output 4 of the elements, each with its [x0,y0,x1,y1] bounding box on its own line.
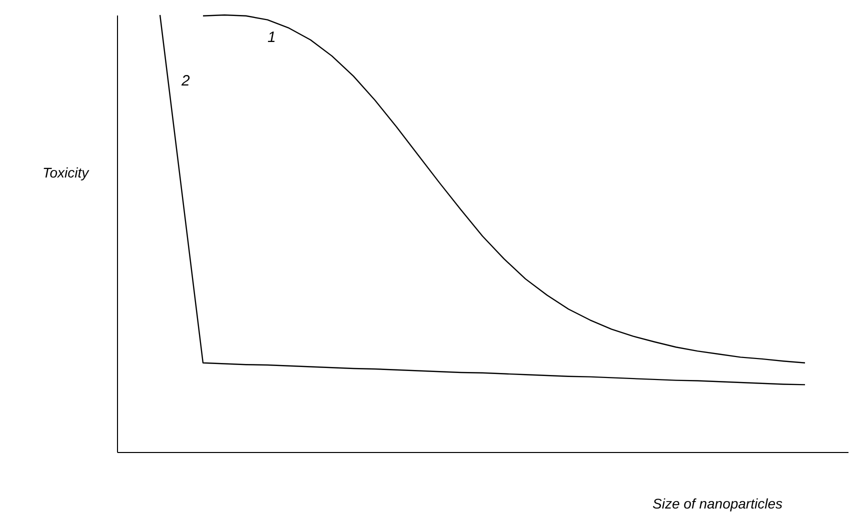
x-axis-title: Size of nanoparticles [652,496,782,512]
series-label: 2 [180,72,190,90]
series-label: 1 [268,28,276,46]
y-axis-title: Toxicity [42,164,90,180]
